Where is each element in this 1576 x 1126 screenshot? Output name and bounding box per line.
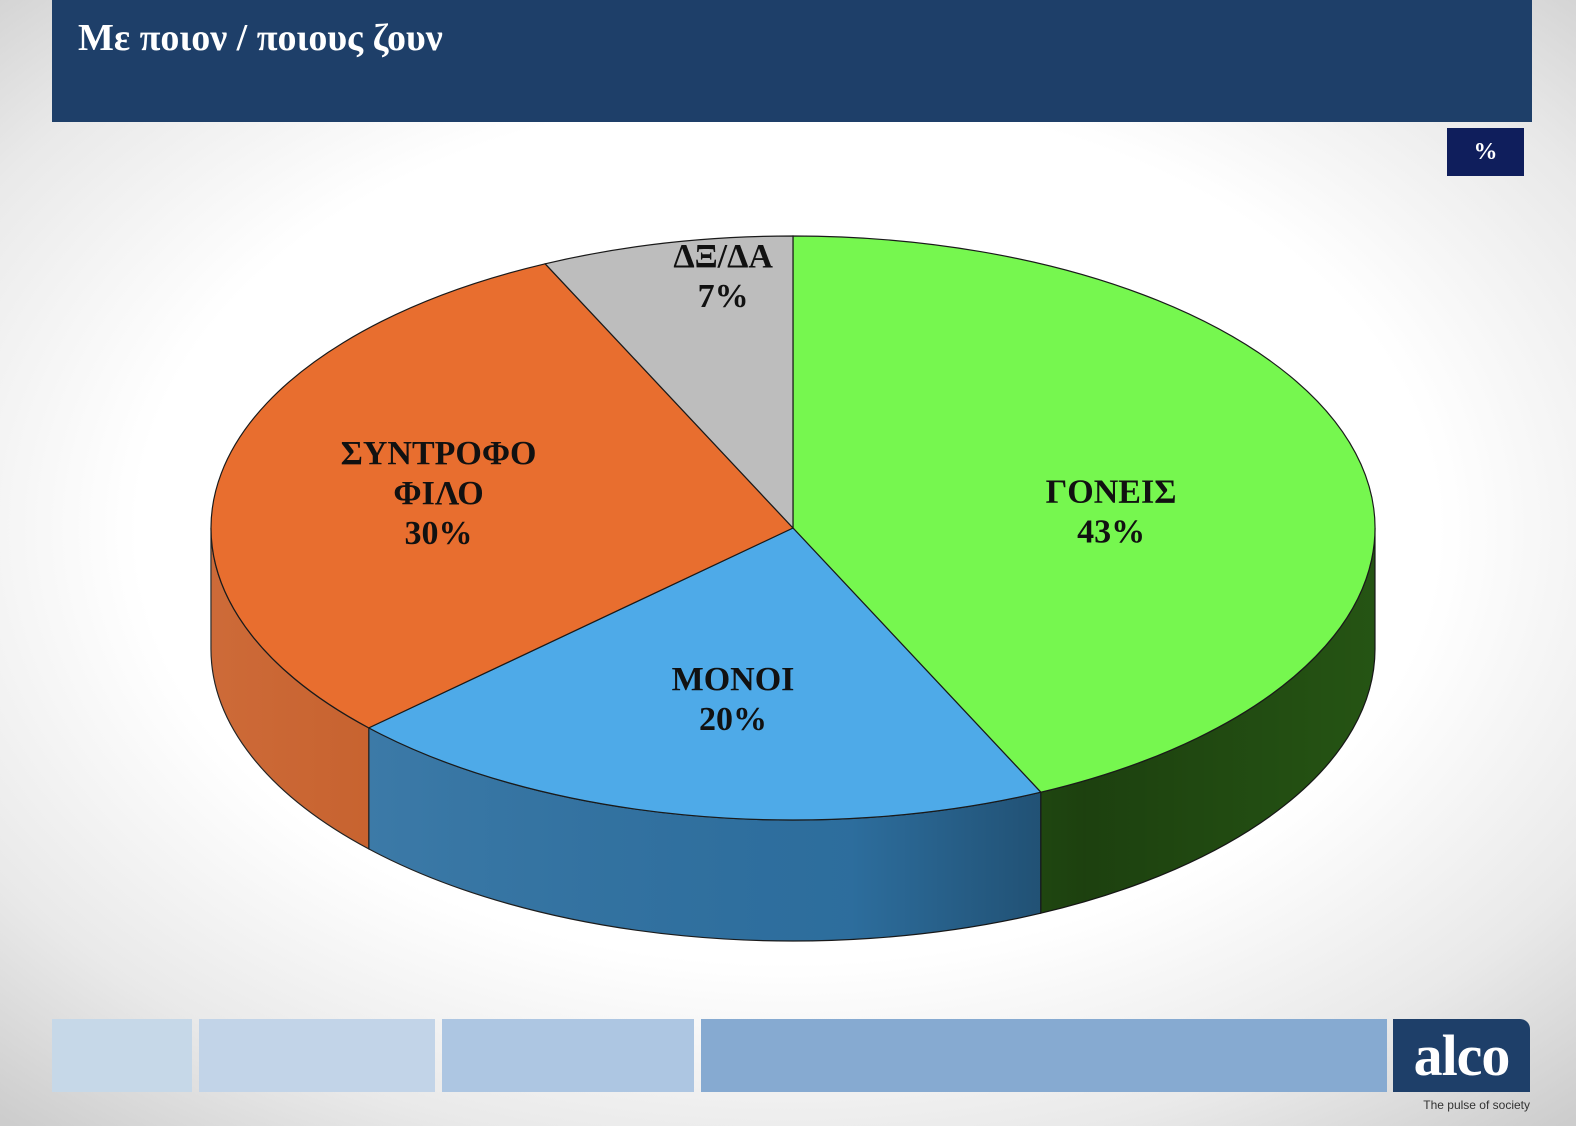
slice-label-text: ΦΙΛΟ [393, 475, 483, 512]
slice-label-2: ΣΥΝΤΡΟΦΟ ΦΙΛΟ 30% [341, 435, 537, 552]
slice-value-label: 43% [1077, 514, 1145, 551]
slice-label-text: ΜΟΝΟΙ [672, 661, 795, 698]
slice-label-0: ΓΟΝΕΙΣ 43% [1046, 474, 1177, 551]
pie-slice-0 [792, 235, 1376, 793]
unit-badge: % [1447, 128, 1524, 176]
footer-bar-segment [199, 1019, 435, 1092]
pie-slice-2 [210, 263, 795, 729]
slice-label-text: ΔΞ/ΔΑ [673, 238, 773, 275]
header-bar: Με ποιον / ποιους ζουν [52, 0, 1532, 122]
slice-value-label: 20% [699, 701, 767, 738]
footer-bar-segment [442, 1019, 694, 1092]
logo-tagline: The pulse of society [1423, 1098, 1530, 1112]
page-title: Με ποιον / ποιους ζουν [78, 17, 443, 59]
footer-bar-segment [701, 1019, 1387, 1092]
pie-side-shade-2 [211, 528, 369, 849]
slice-label-text: ΓΟΝΕΙΣ [1046, 474, 1177, 511]
pie-side-shade-1 [368, 727, 1041, 942]
pie-slice-3 [544, 235, 794, 530]
alco-logo: alco [1393, 1019, 1530, 1092]
slice-value-label: 30% [405, 515, 473, 552]
footer-bar-segment [52, 1019, 192, 1092]
pie-side-shade-0 [1040, 528, 1375, 914]
pie-slice-1 [367, 527, 1042, 821]
slice-label-text: ΣΥΝΤΡΟΦΟ [341, 435, 537, 472]
slice-label-3: ΔΞ/ΔΑ 7% [673, 238, 773, 315]
slice-value-label: 7% [698, 278, 749, 315]
slice-label-1: ΜΟΝΟΙ 20% [672, 661, 795, 738]
